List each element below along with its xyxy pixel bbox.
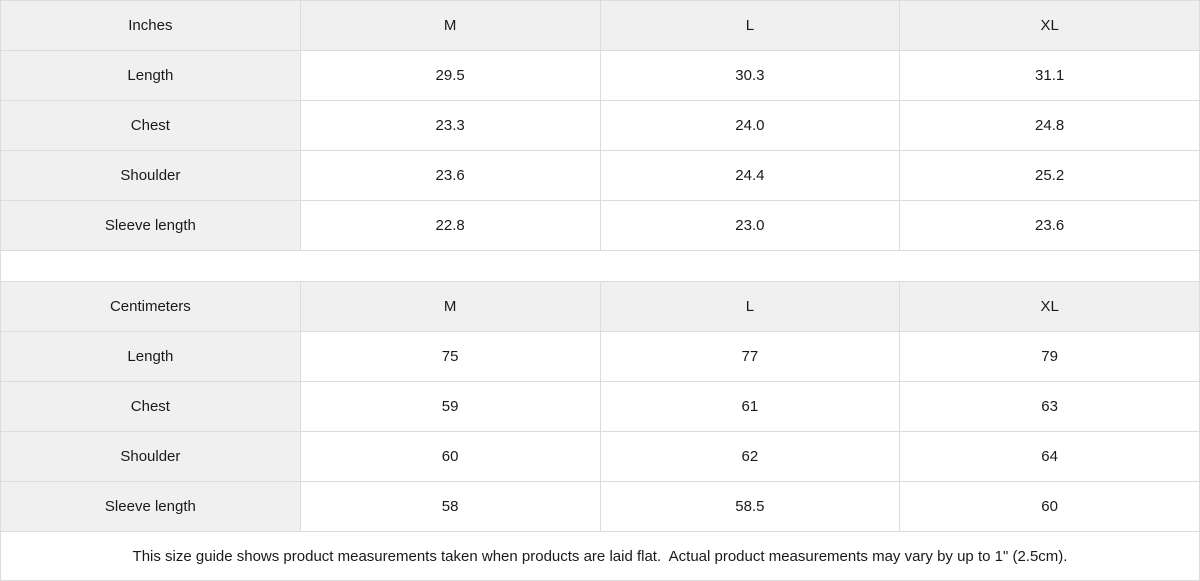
table-row-chest: Chest 23.3 24.0 24.8	[0, 100, 1200, 151]
table-row-chest: Chest 59 61 63	[0, 381, 1200, 432]
size-header-l: L	[599, 281, 901, 332]
measurement-cell: 64	[899, 431, 1200, 482]
size-header-xl: XL	[899, 281, 1200, 332]
measurement-cell: 24.4	[599, 150, 901, 201]
centimeters-header-row: Centimeters M L XL	[0, 281, 1200, 332]
measurement-cell: 23.3	[299, 100, 601, 151]
table-spacer	[0, 251, 1200, 281]
measurement-cell: 24.8	[899, 100, 1200, 151]
table-row-shoulder: Shoulder 23.6 24.4 25.2	[0, 150, 1200, 201]
measurement-cell: 77	[599, 331, 901, 382]
measurement-cell: 23.0	[599, 200, 901, 251]
table-row-shoulder: Shoulder 60 62 64	[0, 431, 1200, 482]
row-label: Length	[0, 50, 301, 101]
measurement-cell: 23.6	[299, 150, 601, 201]
measurement-cell: 62	[599, 431, 901, 482]
measurement-cell: 79	[899, 331, 1200, 382]
row-label: Sleeve length	[0, 481, 301, 532]
unit-header-centimeters: Centimeters	[0, 281, 301, 332]
row-label: Shoulder	[0, 431, 301, 482]
row-label: Sleeve length	[0, 200, 301, 251]
measurement-cell: 25.2	[899, 150, 1200, 201]
row-label: Chest	[0, 381, 301, 432]
measurement-cell: 23.6	[899, 200, 1200, 251]
measurement-cell: 30.3	[599, 50, 901, 101]
size-header-m: M	[299, 0, 601, 51]
measurement-cell: 24.0	[599, 100, 901, 151]
inches-table: Inches M L XL Length 29.5 30.3 31.1 Ches…	[0, 0, 1200, 251]
table-row-sleeve-length: Sleeve length 22.8 23.0 23.6	[0, 200, 1200, 251]
measurement-cell: 22.8	[299, 200, 601, 251]
inches-header-row: Inches M L XL	[0, 0, 1200, 51]
row-label: Chest	[0, 100, 301, 151]
measurement-cell: 75	[299, 331, 601, 382]
centimeters-table: Centimeters M L XL Length 75 77 79 Chest…	[0, 281, 1200, 532]
measurement-cell: 58	[299, 481, 601, 532]
measurement-cell: 61	[599, 381, 901, 432]
measurement-cell: 60	[899, 481, 1200, 532]
measurement-cell: 63	[899, 381, 1200, 432]
measurement-cell: 29.5	[299, 50, 601, 101]
size-guide-note: This size guide shows product measuremen…	[0, 532, 1200, 581]
row-label: Length	[0, 331, 301, 382]
measurement-cell: 58.5	[599, 481, 901, 532]
measurement-cell: 59	[299, 381, 601, 432]
measurement-cell: 31.1	[899, 50, 1200, 101]
size-header-l: L	[599, 0, 901, 51]
row-label: Shoulder	[0, 150, 301, 201]
table-row-sleeve-length: Sleeve length 58 58.5 60	[0, 481, 1200, 532]
measurement-cell: 60	[299, 431, 601, 482]
table-row-length: Length 75 77 79	[0, 331, 1200, 382]
size-header-xl: XL	[899, 0, 1200, 51]
size-header-m: M	[299, 281, 601, 332]
table-row-length: Length 29.5 30.3 31.1	[0, 50, 1200, 101]
unit-header-inches: Inches	[0, 0, 301, 51]
